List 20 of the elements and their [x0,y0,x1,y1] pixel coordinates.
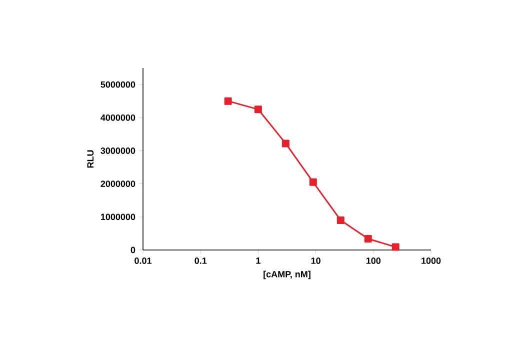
x-axis-title: [cAMP, nM] [264,270,310,280]
y-tick-label: 4000000 [100,114,136,121]
point [392,243,400,251]
y-tick-label: 2000000 [100,180,136,187]
y-tick-label: 1000000 [101,214,136,220]
x-tick-label: 1000 [422,258,441,264]
x-tick-label: 0.01 [134,258,152,264]
y-tick-label: 5000000 [100,81,136,88]
x-tick-label: 1 [256,258,260,264]
y-tick-label: 3000000 [100,148,136,154]
point [364,234,372,242]
point [336,216,344,224]
point [254,106,262,114]
y-tick-label: 0 [130,246,136,254]
point [309,178,317,186]
y-axis-title: RLU [87,150,94,168]
x-tick-label: 0.1 [194,258,207,264]
x-tick-label: 10 [311,258,320,264]
x-tick-label: 100 [366,258,381,264]
point [282,140,290,148]
